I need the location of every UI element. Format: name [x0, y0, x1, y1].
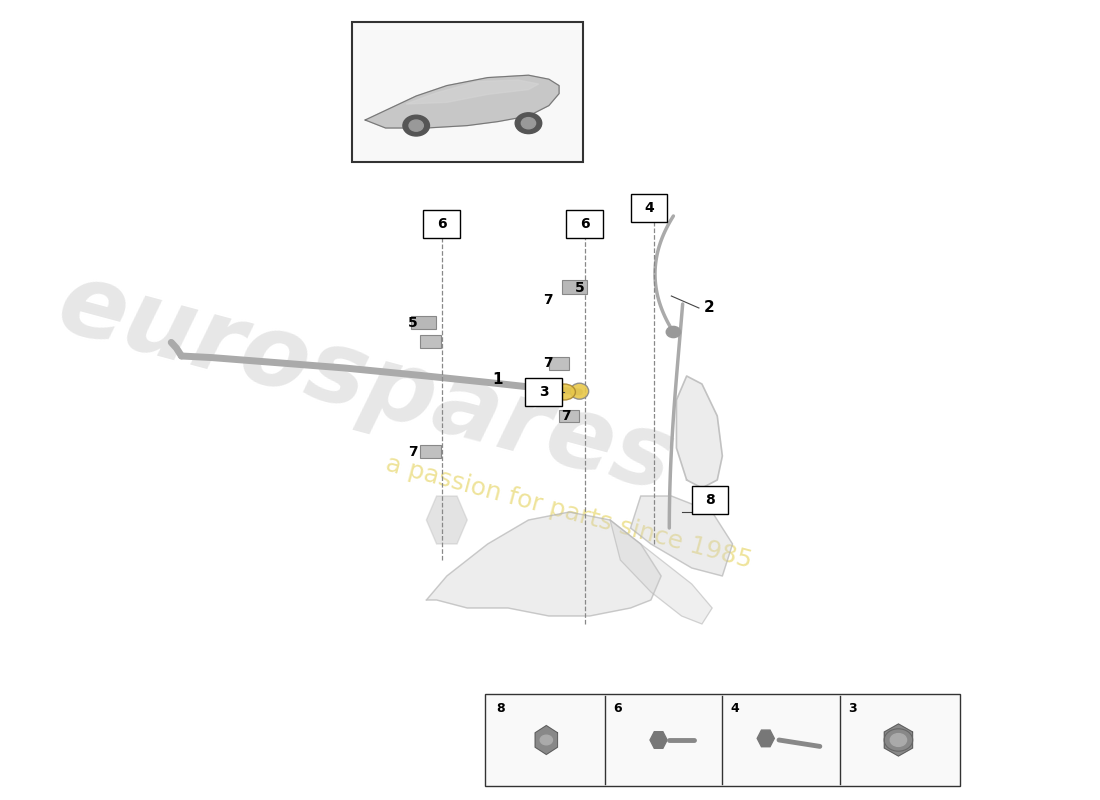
- Polygon shape: [406, 80, 539, 104]
- Text: 5: 5: [574, 281, 584, 295]
- Text: 7: 7: [542, 356, 552, 370]
- Text: 6: 6: [580, 217, 590, 231]
- Ellipse shape: [570, 383, 589, 399]
- Text: 7: 7: [561, 409, 571, 423]
- Polygon shape: [884, 724, 913, 756]
- Circle shape: [515, 113, 541, 134]
- Text: 3: 3: [848, 702, 857, 715]
- FancyBboxPatch shape: [562, 280, 586, 294]
- Circle shape: [409, 120, 424, 131]
- Polygon shape: [365, 75, 559, 128]
- Ellipse shape: [553, 384, 575, 400]
- Circle shape: [667, 326, 681, 338]
- FancyBboxPatch shape: [692, 486, 728, 514]
- Text: 1: 1: [493, 373, 503, 387]
- Polygon shape: [427, 496, 468, 544]
- Text: 6: 6: [437, 217, 447, 231]
- Polygon shape: [650, 732, 668, 748]
- Circle shape: [890, 734, 906, 746]
- Text: a passion for parts since 1985: a passion for parts since 1985: [384, 451, 755, 573]
- Polygon shape: [676, 376, 723, 488]
- Text: 4: 4: [644, 201, 653, 215]
- FancyBboxPatch shape: [424, 210, 460, 238]
- Circle shape: [403, 115, 429, 136]
- Text: 8: 8: [705, 493, 715, 507]
- Text: eurospares: eurospares: [47, 255, 683, 513]
- FancyBboxPatch shape: [549, 357, 570, 370]
- Text: 6: 6: [613, 702, 621, 715]
- FancyBboxPatch shape: [526, 378, 562, 406]
- Circle shape: [540, 735, 552, 745]
- FancyBboxPatch shape: [420, 335, 441, 348]
- FancyBboxPatch shape: [630, 194, 668, 222]
- FancyBboxPatch shape: [485, 694, 960, 786]
- FancyBboxPatch shape: [411, 315, 436, 330]
- FancyBboxPatch shape: [566, 210, 603, 238]
- Polygon shape: [536, 726, 558, 754]
- FancyBboxPatch shape: [420, 445, 441, 458]
- Text: 7: 7: [542, 293, 552, 307]
- Polygon shape: [630, 496, 733, 576]
- Polygon shape: [427, 512, 661, 616]
- Text: 8: 8: [496, 702, 505, 715]
- FancyBboxPatch shape: [352, 22, 583, 162]
- Text: 4: 4: [730, 702, 739, 715]
- Circle shape: [521, 118, 536, 129]
- Text: 2: 2: [704, 301, 715, 315]
- FancyBboxPatch shape: [559, 410, 580, 422]
- Text: 5: 5: [408, 316, 418, 330]
- Text: 7: 7: [408, 445, 418, 459]
- Polygon shape: [757, 730, 774, 746]
- Polygon shape: [610, 520, 712, 624]
- Text: 3: 3: [539, 385, 549, 399]
